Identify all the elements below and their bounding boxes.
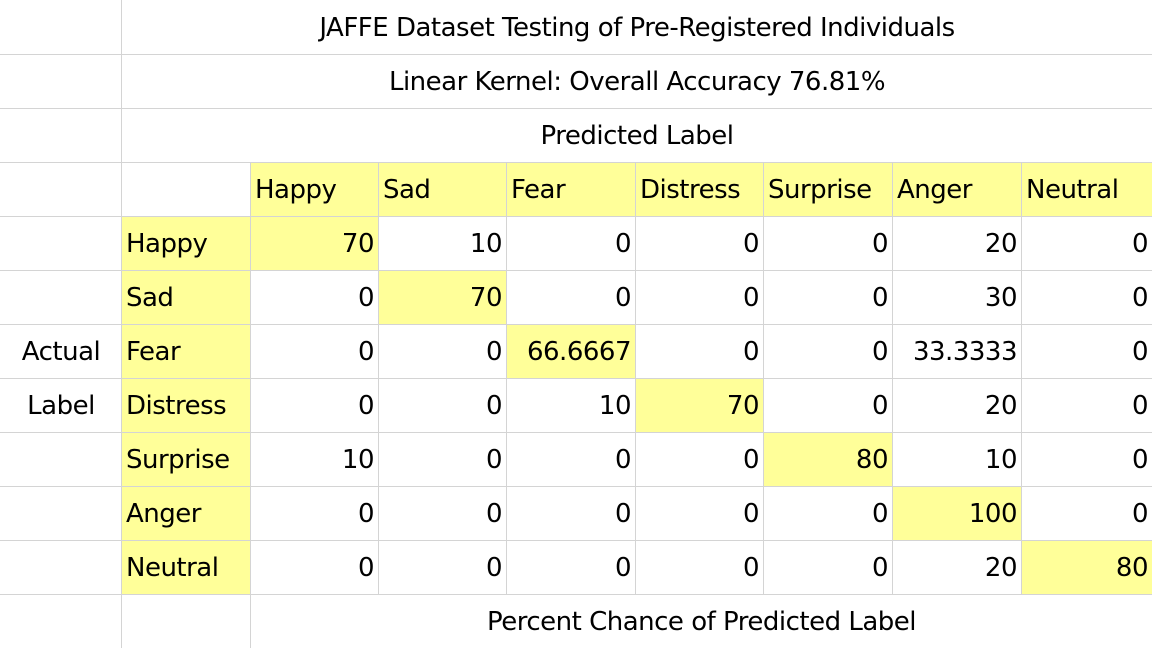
row-header: Distress — [122, 379, 250, 432]
row-header: Neutral — [122, 541, 250, 594]
matrix-cell: 0 — [614, 228, 632, 259]
matrix-cell: 0 — [742, 444, 760, 475]
matrix-cell: 70 — [379, 271, 506, 324]
grid-row-line — [0, 432, 1152, 433]
row-axis-label: Actual — [21, 336, 101, 367]
matrix-cell: 0 — [485, 498, 503, 529]
matrix-cell: 80 — [1022, 541, 1152, 594]
column-header: Happy — [251, 163, 378, 216]
matrix-cell: 0 — [742, 552, 760, 583]
grid-row-line — [0, 54, 1152, 55]
grid-col-line — [763, 162, 764, 594]
matrix-cell: 0 — [357, 390, 375, 421]
matrix-cell: 0 — [357, 552, 375, 583]
row-header: Sad — [122, 271, 250, 324]
grid-row-line — [0, 540, 1152, 541]
column-header: Surprise — [764, 163, 892, 216]
grid-row-line — [0, 594, 1152, 595]
matrix-cell: 0 — [871, 282, 889, 313]
chart-footer: Percent Chance of Predicted Label — [487, 606, 916, 637]
grid-col-line — [121, 0, 122, 648]
matrix-cell: 10 — [341, 444, 375, 475]
matrix-cell: 0 — [485, 336, 503, 367]
matrix-cell: 0 — [357, 282, 375, 313]
matrix-cell: 20 — [984, 228, 1018, 259]
grid-row-line — [0, 162, 1152, 163]
matrix-cell: 0 — [1131, 228, 1149, 259]
column-header: Sad — [379, 163, 506, 216]
matrix-cell: 10 — [984, 444, 1018, 475]
matrix-cell: 0 — [871, 336, 889, 367]
grid-col-line — [378, 162, 379, 594]
matrix-cell: 20 — [984, 390, 1018, 421]
matrix-cell: 0 — [614, 552, 632, 583]
grid-col-line — [250, 162, 251, 648]
matrix-cell: 0 — [614, 498, 632, 529]
column-header: Neutral — [1022, 163, 1152, 216]
chart-subtitle: Linear Kernel: Overall Accuracy 76.81% — [388, 66, 886, 97]
matrix-cell: 10 — [469, 228, 503, 259]
matrix-cell: 0 — [871, 390, 889, 421]
matrix-cell: 0 — [1131, 390, 1149, 421]
matrix-cell: 0 — [871, 228, 889, 259]
row-header: Happy — [122, 217, 250, 270]
matrix-cell: 0 — [485, 444, 503, 475]
grid-row-line — [0, 486, 1152, 487]
matrix-cell: 0 — [742, 282, 760, 313]
matrix-cell: 10 — [598, 390, 632, 421]
matrix-cell: 0 — [357, 498, 375, 529]
grid-row-line — [0, 270, 1152, 271]
matrix-cell: 66.6667 — [507, 325, 635, 378]
grid-row-line — [0, 324, 1152, 325]
row-axis-label: Label — [27, 390, 95, 421]
grid-col-line — [1021, 162, 1022, 594]
matrix-cell: 0 — [1131, 282, 1149, 313]
grid-row-line — [0, 216, 1152, 217]
matrix-cell: 80 — [764, 433, 892, 486]
row-header: Surprise — [122, 433, 250, 486]
grid-col-line — [892, 162, 893, 594]
grid-row-line — [0, 108, 1152, 109]
matrix-cell: 0 — [871, 498, 889, 529]
matrix-cell: 70 — [636, 379, 763, 432]
matrix-cell: 30 — [984, 282, 1018, 313]
matrix-cell: 100 — [893, 487, 1021, 540]
column-axis-label: Predicted Label — [540, 120, 734, 151]
matrix-cell: 33.3333 — [912, 336, 1018, 367]
matrix-cell: 0 — [742, 336, 760, 367]
matrix-cell: 0 — [742, 228, 760, 259]
matrix-cell: 0 — [1131, 498, 1149, 529]
column-header: Distress — [636, 163, 763, 216]
chart-title: JAFFE Dataset Testing of Pre-Registered … — [319, 12, 955, 43]
row-header: Anger — [122, 487, 250, 540]
matrix-cell: 0 — [1131, 444, 1149, 475]
matrix-cell: 20 — [984, 552, 1018, 583]
column-header: Anger — [893, 163, 1021, 216]
matrix-cell: 0 — [742, 498, 760, 529]
grid-row-line — [0, 378, 1152, 379]
matrix-cell: 0 — [614, 444, 632, 475]
matrix-cell: 70 — [251, 217, 378, 270]
matrix-cell: 0 — [485, 552, 503, 583]
matrix-cell: 0 — [614, 282, 632, 313]
matrix-cell: 0 — [1131, 336, 1149, 367]
matrix-cell: 0 — [871, 552, 889, 583]
grid-col-line — [506, 162, 507, 594]
column-header: Fear — [507, 163, 635, 216]
grid-col-line — [635, 162, 636, 594]
matrix-cell: 0 — [357, 336, 375, 367]
matrix-cell: 0 — [485, 390, 503, 421]
row-header: Fear — [122, 325, 250, 378]
